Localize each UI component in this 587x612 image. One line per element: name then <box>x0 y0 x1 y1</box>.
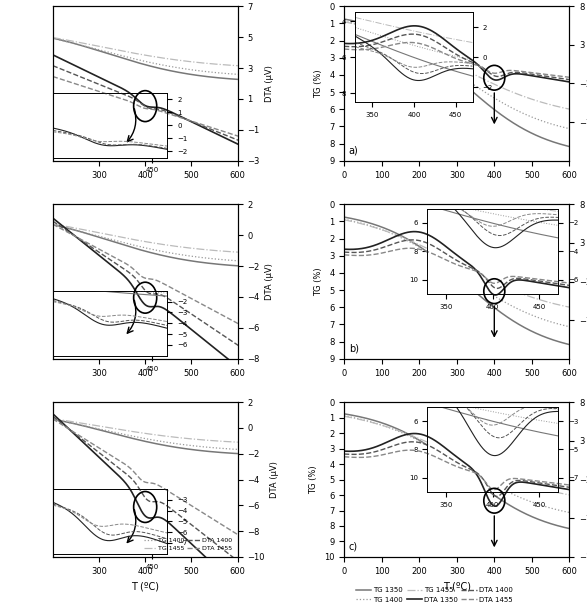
Text: b): b) <box>349 343 359 353</box>
Text: c): c) <box>349 542 357 551</box>
Legend: TG 1400, TG 1455, DTA 1400, DTA 1455: TG 1400, TG 1455, DTA 1400, DTA 1455 <box>141 535 234 554</box>
Legend: TG 1350, TG 1400, TG 1455, DTA 1350, DTA 1400, DTA 1455: TG 1350, TG 1400, TG 1455, DTA 1350, DTA… <box>353 584 515 605</box>
Y-axis label: DTA (μV): DTA (μV) <box>271 461 279 498</box>
Y-axis label: TG (%): TG (%) <box>315 267 323 296</box>
X-axis label: T (ºC): T (ºC) <box>443 581 471 591</box>
Y-axis label: TG (%): TG (%) <box>315 69 323 98</box>
Text: a): a) <box>349 146 359 155</box>
Y-axis label: DTA (μV): DTA (μV) <box>265 263 274 300</box>
Y-axis label: TG (%): TG (%) <box>309 465 318 494</box>
Y-axis label: DTA (μV): DTA (μV) <box>265 65 274 102</box>
X-axis label: T (ºC): T (ºC) <box>131 581 159 591</box>
